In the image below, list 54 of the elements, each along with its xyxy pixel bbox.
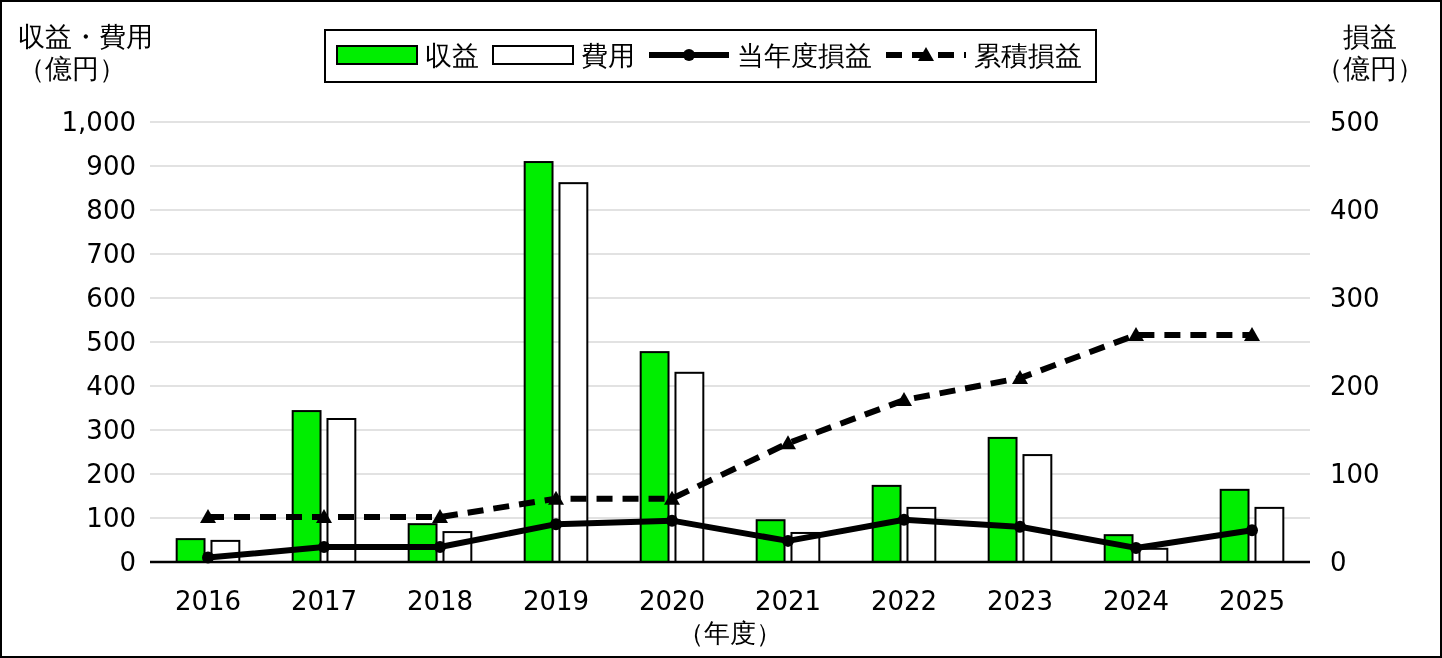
x-tick-label: 2017 [290,586,358,616]
x-tick-label: 2025 [1218,586,1286,616]
point [1246,524,1258,537]
point [1130,541,1142,554]
x-tick-label: 2021 [754,586,822,616]
y-tick-label: 400 [86,371,136,401]
x-tick-label: 2016 [174,586,242,616]
y-tick-label: 700 [86,239,136,269]
x-tick-label: 2022 [870,586,938,616]
y2-tick-label: 400 [1330,195,1380,225]
point [1244,326,1260,341]
x-tick-label: 2020 [638,586,706,616]
legend-label: 費用 [581,40,635,71]
point [664,490,680,505]
point [316,509,332,524]
point [434,541,446,554]
point [1014,520,1026,533]
x-tick-label: 2023 [986,586,1054,616]
y-tick-label: 500 [86,327,136,357]
x-axis-title: （年度） [678,618,782,648]
legend-label: 累積損益 [974,40,1082,71]
y2-tick-label: 0 [1330,547,1347,577]
point [896,392,912,407]
y-tick-label: 600 [86,283,136,313]
point [318,541,330,554]
legend-label: 当年度損益 [737,40,872,71]
point [1128,326,1144,341]
point [202,551,214,564]
y-tick-label: 900 [86,151,136,181]
y2-tick-label: 500 [1330,107,1380,137]
y2-tick-label: 300 [1330,283,1380,313]
y-tick-label: 1,000 [61,107,136,137]
y-tick-label: 300 [86,415,136,445]
y2-axis-title: 損益（億円） [1316,21,1424,85]
x-tick-label: 2024 [1102,586,1170,616]
point [780,435,796,450]
y-tick-label: 100 [86,503,136,533]
y-tick-label: 800 [86,195,136,225]
y-tick-label: 0 [119,547,136,577]
point [782,534,794,547]
x-tick-label: 2019 [522,586,590,616]
point [1012,370,1028,385]
point [432,509,448,524]
point [898,513,910,526]
point [666,514,678,527]
y-tick-label: 200 [86,459,136,489]
y2-tick-label: 100 [1330,459,1380,489]
legend-label: 収益 [425,40,479,71]
point [550,518,562,531]
point [200,509,216,524]
x-tick-label: 2018 [406,586,474,616]
y2-tick-label: 200 [1330,371,1380,401]
y-axis-title: 収益・費用（億円） [18,21,153,85]
point [548,490,564,505]
